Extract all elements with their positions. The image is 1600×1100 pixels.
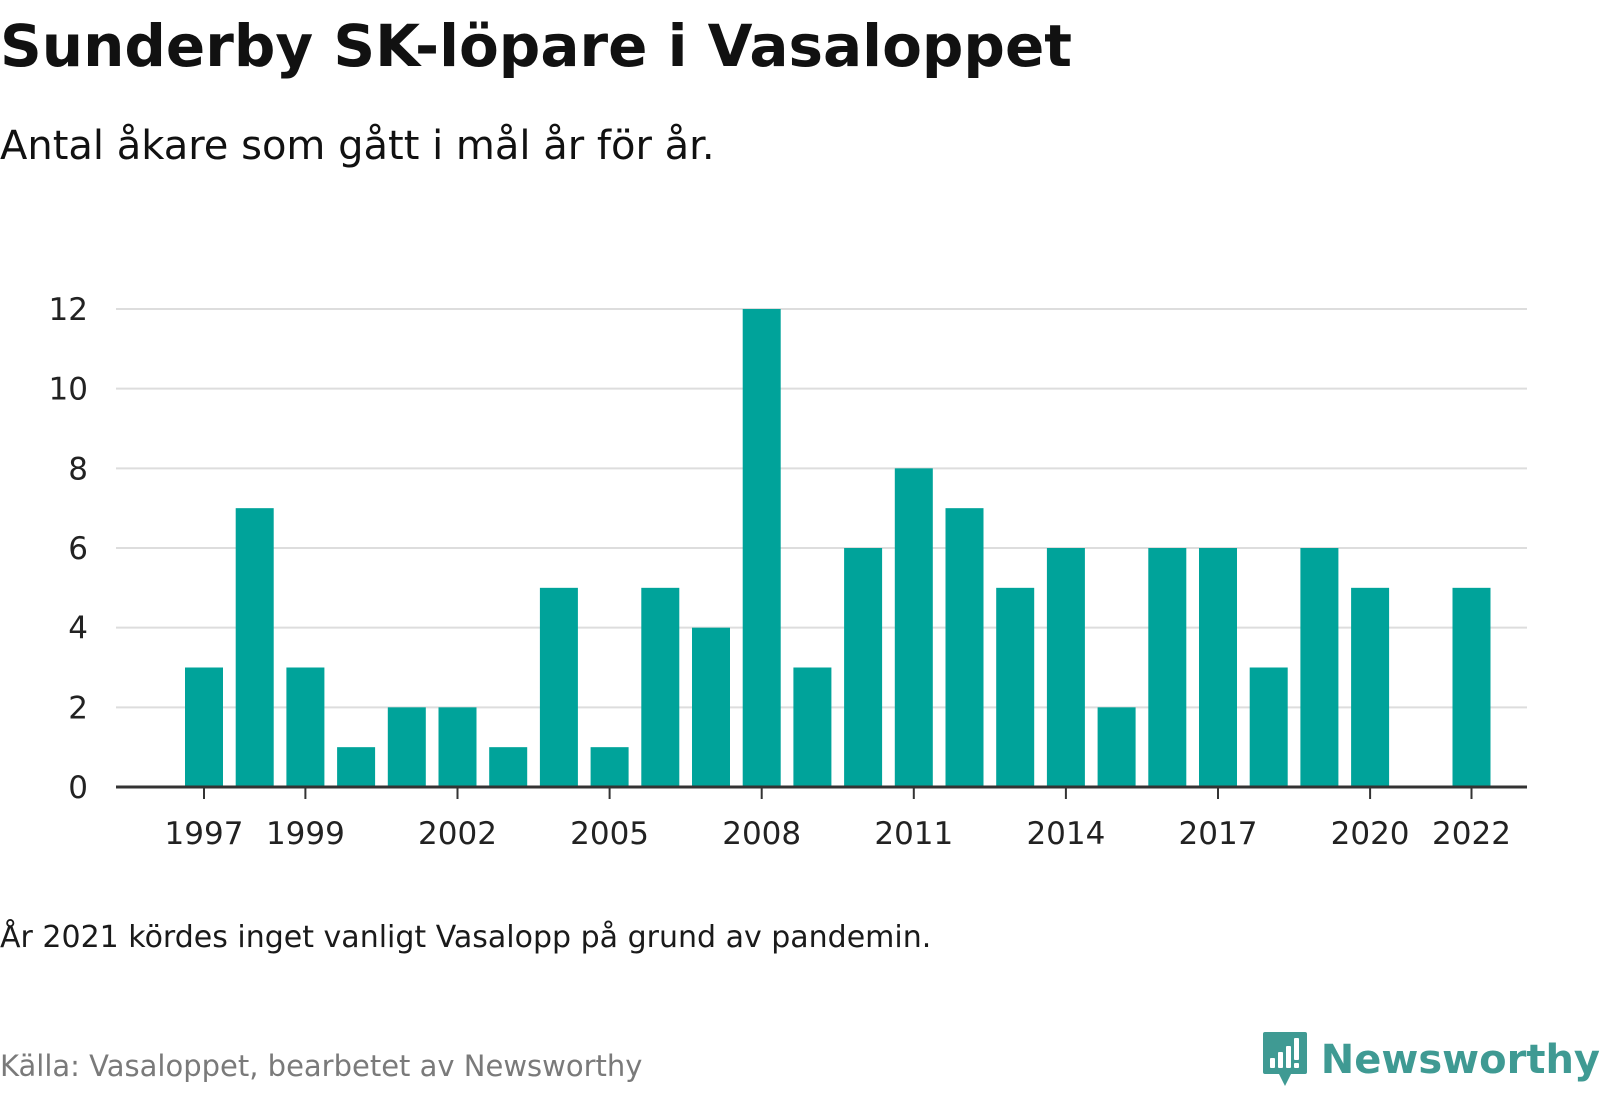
chart-subtitle: Antal åkare som gått i mål år för år. xyxy=(0,123,715,169)
brand-name: Newsworthy xyxy=(1320,1037,1600,1083)
newsworthy-logo-icon xyxy=(1262,1032,1307,1086)
x-tick-label: 2020 xyxy=(1331,816,1410,852)
bar-2008 xyxy=(742,309,781,787)
bar-chart: 0 2 4 6 8 10 12 1997 1999 2002 2005 2008 2011 2014 201… xyxy=(49,292,1527,852)
bar-2005 xyxy=(590,747,629,787)
y-tick-label: 12 xyxy=(49,292,88,328)
x-tick-label: 1999 xyxy=(266,816,345,852)
bar-2009 xyxy=(793,667,832,787)
y-tick-label: 2 xyxy=(68,690,88,726)
y-tick-label: 10 xyxy=(49,372,88,408)
y-tick-label: 0 xyxy=(68,770,88,806)
chart-note: År 2021 kördes inget vanligt Vasalopp på… xyxy=(0,920,932,955)
x-tick-label: 2017 xyxy=(1179,816,1258,852)
bar-2018 xyxy=(1249,667,1288,787)
bar-2017 xyxy=(1199,548,1237,787)
x-tick-label: 2005 xyxy=(570,816,649,852)
bar-2002 xyxy=(438,707,477,787)
x-tick-label: 2022 xyxy=(1432,816,1511,852)
bar-2020 xyxy=(1351,587,1390,787)
bar-2015 xyxy=(1097,707,1136,787)
bar-2004 xyxy=(539,587,578,787)
bar-2010 xyxy=(844,548,883,787)
bar-2013 xyxy=(996,587,1035,787)
brand-logo: Newsworthy xyxy=(1261,1030,1600,1090)
y-tick-label: 8 xyxy=(68,451,88,487)
chart-title: Sunderby SK-löpare i Vasaloppet xyxy=(0,12,1073,80)
bar-1999 xyxy=(286,667,325,787)
x-tick-label: 2014 xyxy=(1026,816,1105,852)
bar-2001 xyxy=(387,707,426,787)
bar-2022 xyxy=(1452,587,1491,787)
x-tick-label: 2008 xyxy=(722,816,801,852)
bar-2014 xyxy=(1046,548,1085,787)
bar-2003 xyxy=(489,747,528,787)
bar-1997 xyxy=(185,667,223,787)
bar-2007 xyxy=(692,627,730,787)
y-tick-label: 6 xyxy=(68,531,88,567)
source-credit: Källa: Vasaloppet, bearbetet av Newswort… xyxy=(0,1049,643,1083)
x-tick-label: 1997 xyxy=(165,816,244,852)
bar-2011 xyxy=(894,468,933,787)
bar-2000 xyxy=(337,747,376,787)
bar-2016 xyxy=(1148,548,1187,787)
bar-1998 xyxy=(235,508,274,787)
bar-2019 xyxy=(1300,548,1339,787)
bar-2012 xyxy=(945,508,984,787)
y-tick-label: 4 xyxy=(68,611,88,647)
bar-2006 xyxy=(641,587,680,787)
x-tick-label: 2011 xyxy=(874,816,953,852)
x-tick-label: 2002 xyxy=(418,816,497,852)
